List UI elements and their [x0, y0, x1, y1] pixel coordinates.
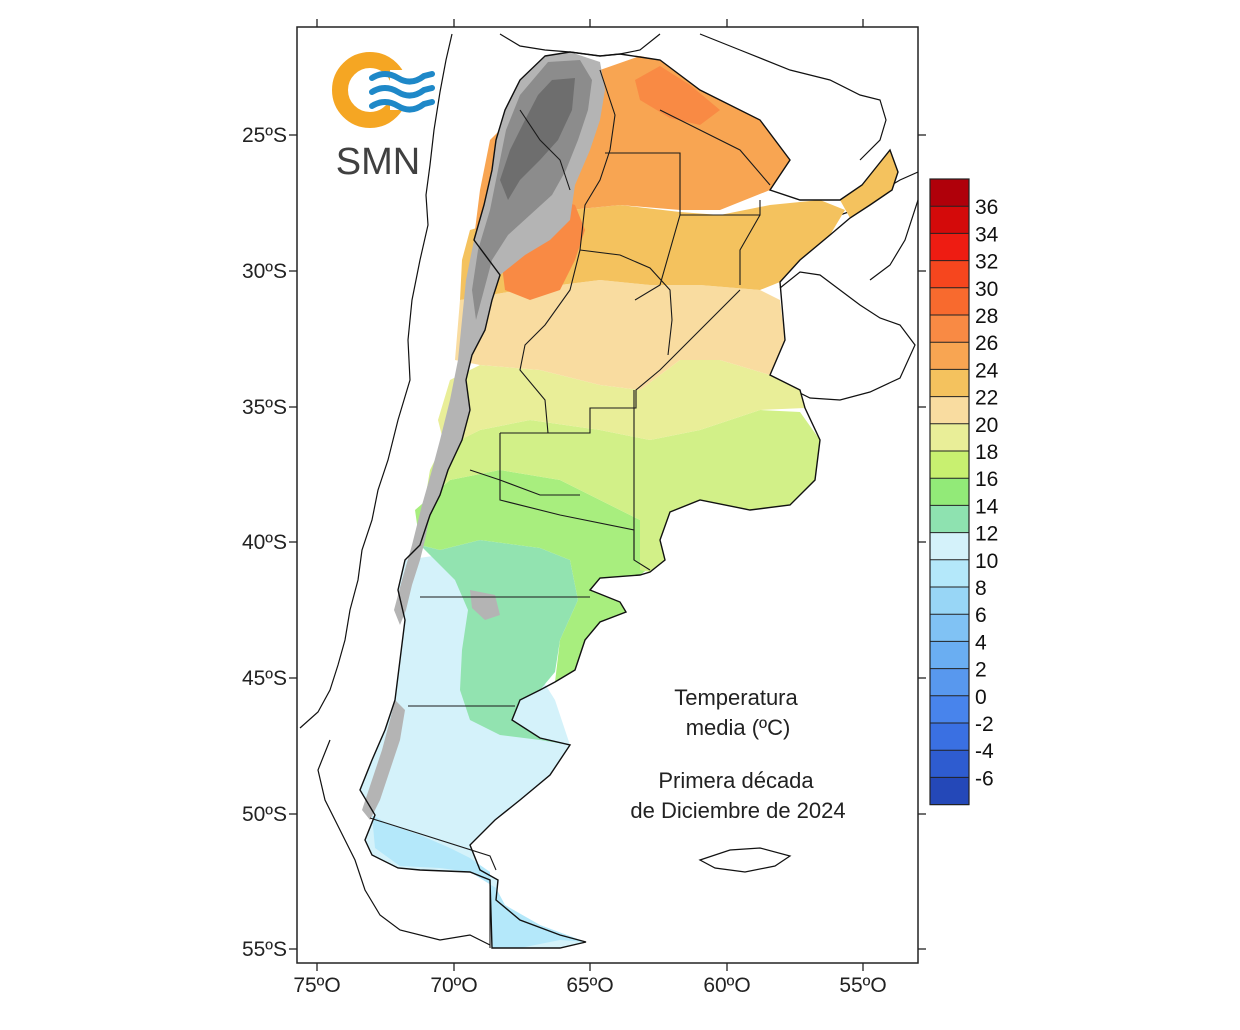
colorbar-label: 14	[975, 495, 999, 518]
band-8-10	[372, 815, 586, 948]
colorbar-label: 36	[975, 196, 998, 219]
andes-mask	[362, 52, 605, 820]
logo-text: SMN	[336, 141, 420, 183]
colorbar-swatch	[930, 315, 969, 343]
colorbar-label: -4	[975, 740, 994, 763]
axis-ticks	[289, 19, 926, 971]
lon-label-70: 70ºO	[430, 974, 477, 997]
map-title-line2: media (ºC)	[686, 715, 791, 740]
colorbar-swatch	[930, 179, 969, 207]
colorbar-swatch	[930, 233, 969, 262]
colorbar-label: 18	[975, 441, 998, 464]
colorbar-label: 22	[975, 387, 998, 410]
colorbar-swatch	[930, 369, 969, 398]
colorbar-swatch	[930, 614, 969, 642]
lat-label-30: 30ºS	[242, 260, 287, 283]
colorbar-label: 26	[975, 332, 998, 355]
colorbar-swatch	[930, 777, 969, 806]
lon-label-65: 65ºO	[566, 974, 613, 997]
colorbar-label: 28	[975, 305, 998, 328]
colorbar-label: 8	[975, 577, 987, 600]
map-period-line1: Primera década	[658, 768, 814, 793]
map-annotation: Temperatura media (ºC) Primera década de…	[630, 685, 845, 823]
colorbar-swatch	[930, 559, 969, 588]
colorbar-label: 10	[975, 550, 998, 573]
longitude-labels: 75ºO 70ºO 65ºO 60ºO 55ºO	[293, 974, 886, 997]
colorbar-label: 32	[975, 251, 998, 274]
colorbar-label: 2	[975, 659, 987, 682]
lat-label-35: 35ºS	[242, 396, 287, 419]
colorbar-swatch	[930, 451, 969, 479]
colorbar-swatch	[930, 206, 969, 234]
band-20-22	[455, 280, 785, 390]
colorbar-label: 16	[975, 468, 998, 491]
neighbor-country-outlines	[299, 33, 918, 946]
lon-label-60: 60ºO	[703, 974, 750, 997]
latitude-labels: 25ºS 30ºS 35ºS 40ºS 45ºS 50ºS 55ºS	[242, 124, 287, 961]
province-borders	[369, 69, 771, 948]
band-12-14	[420, 540, 578, 745]
smn-logo: SMN	[332, 52, 435, 183]
lat-label-45: 45ºS	[242, 667, 287, 690]
lat-label-50: 50ºS	[242, 803, 287, 826]
colorbar-label: 4	[975, 631, 987, 654]
colorbar-swatch	[930, 396, 969, 425]
colorbar-swatch	[930, 532, 969, 561]
band-16-18	[425, 410, 820, 572]
map-title-line1: Temperatura	[674, 685, 798, 710]
colorbar-swatch	[930, 641, 969, 670]
lon-label-75: 75ºO	[293, 974, 340, 997]
colorbar-label: 6	[975, 604, 987, 627]
colorbar-swatch	[930, 342, 969, 370]
colorbar-swatch	[930, 505, 969, 534]
colorbar-swatch	[930, 260, 969, 289]
colorbar-label: -6	[975, 767, 994, 790]
lat-label-40: 40ºS	[242, 531, 287, 554]
colorbar-label: 30	[975, 278, 998, 301]
colorbar-swatch	[930, 587, 969, 615]
band-26-28-north	[635, 66, 720, 125]
lat-label-55: 55ºS	[242, 938, 287, 961]
colorbar-frame	[929, 178, 970, 806]
lat-label-25: 25ºS	[242, 124, 287, 147]
colorbar-label: 24	[975, 359, 999, 382]
colorbar-swatch	[930, 750, 969, 778]
colorbar-label: -2	[975, 713, 994, 736]
colorbar-swatch	[930, 695, 969, 724]
map-period-line2: de Diciembre de 2024	[630, 798, 845, 823]
colorbar-label: 34	[975, 223, 999, 246]
colorbar-swatch	[930, 423, 969, 452]
colorbar-swatch	[930, 287, 969, 316]
colorbar-label: 12	[975, 523, 998, 546]
logo-waves-icon	[369, 71, 435, 113]
colorbar-swatch	[930, 478, 969, 506]
argentina-outline	[359, 51, 899, 949]
colorbar-swatch	[930, 668, 969, 697]
band-22-24-north	[840, 150, 898, 218]
lon-label-55: 55ºO	[839, 974, 886, 997]
colorbar-label: 0	[975, 686, 987, 709]
colorbar-swatch	[930, 723, 969, 751]
colorbar-label: 20	[975, 414, 998, 437]
